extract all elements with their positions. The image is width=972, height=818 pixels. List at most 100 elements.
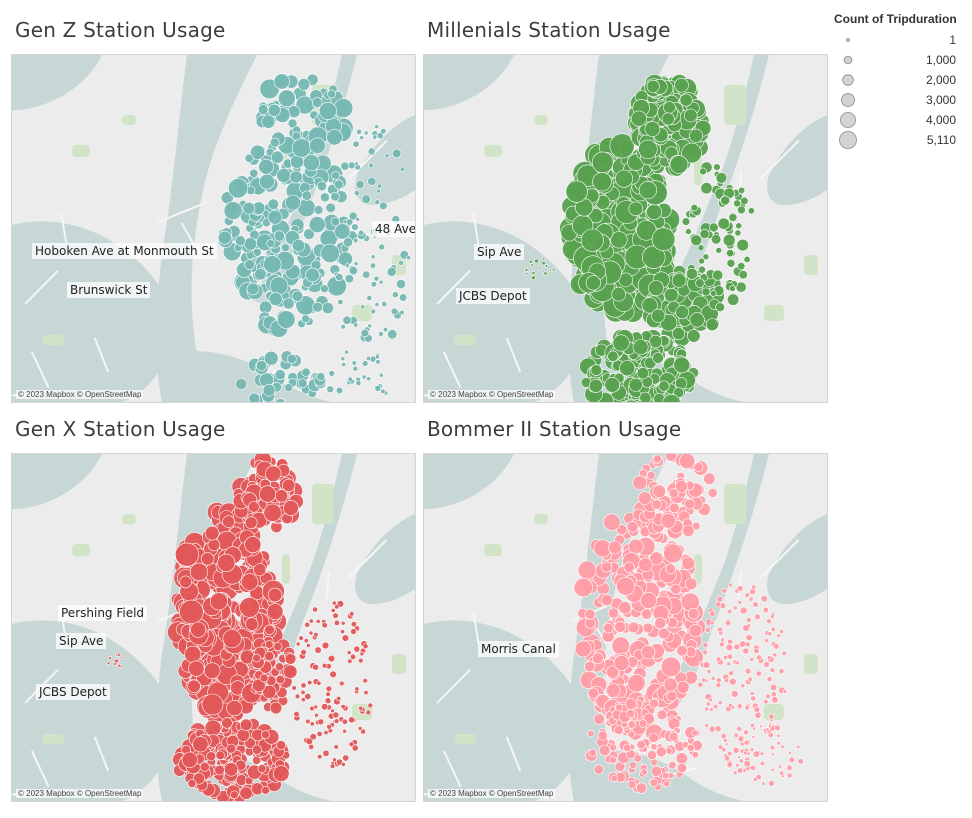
- station-bubble[interactable]: [712, 269, 724, 281]
- station-bubble[interactable]: [355, 180, 365, 190]
- station-bubble[interactable]: [228, 178, 249, 199]
- station-bubble[interactable]: [749, 657, 755, 662]
- station-bubble[interactable]: [628, 377, 643, 392]
- station-bubble[interactable]: [646, 204, 662, 220]
- station-bubble[interactable]: [374, 199, 381, 205]
- station-bubble[interactable]: [203, 662, 221, 679]
- station-bubble[interactable]: [330, 217, 341, 227]
- station-bubble[interactable]: [640, 592, 658, 610]
- station-bubble[interactable]: [321, 641, 330, 650]
- station-bubble[interactable]: [729, 285, 736, 292]
- station-bubble[interactable]: [638, 139, 658, 160]
- station-bubble[interactable]: [616, 524, 628, 536]
- station-bubble[interactable]: [588, 378, 603, 393]
- station-bubbles[interactable]: [424, 55, 827, 402]
- station-bubble[interactable]: [750, 764, 757, 772]
- station-bubble[interactable]: [330, 607, 336, 613]
- station-bubble[interactable]: [313, 632, 319, 638]
- station-bubble[interactable]: [681, 217, 691, 226]
- station-bubble[interactable]: [277, 310, 296, 329]
- station-bubble[interactable]: [768, 724, 772, 729]
- station-bubble[interactable]: [315, 618, 321, 624]
- station-bubble[interactable]: [119, 665, 123, 669]
- station-bubbles[interactable]: [424, 454, 827, 801]
- station-bubble[interactable]: [644, 121, 661, 137]
- station-bubble[interactable]: [366, 355, 372, 361]
- station-bubble[interactable]: [638, 491, 652, 505]
- station-bubble[interactable]: [366, 295, 373, 301]
- station-bubble[interactable]: [744, 704, 750, 711]
- station-bubble[interactable]: [320, 284, 329, 293]
- station-bubble[interactable]: [266, 603, 284, 620]
- station-bubble[interactable]: [379, 201, 388, 211]
- station-bubble[interactable]: [615, 703, 623, 712]
- station-bubble[interactable]: [715, 601, 722, 608]
- station-bubble[interactable]: [324, 697, 332, 704]
- station-bubble[interactable]: [275, 398, 286, 402]
- station-bubble[interactable]: [305, 267, 320, 283]
- station-bubble[interactable]: [640, 768, 648, 776]
- station-bubble[interactable]: [543, 271, 548, 276]
- station-bubble[interactable]: [625, 749, 636, 760]
- station-bubble[interactable]: [723, 654, 728, 660]
- station-bubble[interactable]: [298, 635, 304, 641]
- station-bubble[interactable]: [351, 744, 359, 752]
- station-bubble[interactable]: [209, 592, 228, 611]
- station-bubble[interactable]: [608, 540, 622, 555]
- station-bubble[interactable]: [335, 386, 344, 395]
- station-bubble[interactable]: [308, 618, 314, 624]
- station-bubble[interactable]: [331, 171, 340, 180]
- station-bubble[interactable]: [352, 365, 359, 372]
- station-bubble[interactable]: [651, 499, 662, 510]
- station-bubble[interactable]: [350, 621, 358, 628]
- station-bubble[interactable]: [332, 612, 339, 619]
- station-bubble[interactable]: [226, 743, 237, 754]
- station-bubble[interactable]: [635, 782, 648, 794]
- station-bubble[interactable]: [399, 309, 405, 316]
- station-bubble[interactable]: [601, 561, 613, 573]
- station-bubble[interactable]: [333, 744, 339, 750]
- station-bubble[interactable]: [340, 629, 345, 634]
- station-bubble[interactable]: [264, 624, 275, 636]
- station-bubble[interactable]: [650, 765, 662, 778]
- station-bubble[interactable]: [774, 724, 781, 732]
- station-bubble[interactable]: [374, 354, 380, 360]
- station-bubble[interactable]: [309, 721, 315, 727]
- station-bubble[interactable]: [214, 764, 225, 776]
- station-bubble[interactable]: [726, 653, 733, 660]
- station-bubble[interactable]: [647, 750, 657, 760]
- station-bubble[interactable]: [736, 585, 744, 592]
- station-bubble[interactable]: [244, 737, 256, 749]
- station-bubble[interactable]: [222, 515, 235, 528]
- station-bubble[interactable]: [725, 643, 734, 652]
- station-bubble[interactable]: [267, 587, 283, 603]
- station-bubble[interactable]: [609, 743, 617, 752]
- station-bubble[interactable]: [206, 751, 217, 762]
- station-bubble[interactable]: [307, 680, 313, 686]
- station-bubble[interactable]: [658, 380, 670, 392]
- station-bubble[interactable]: [776, 740, 781, 746]
- station-bubble[interactable]: [734, 229, 742, 237]
- station-bubble[interactable]: [614, 621, 626, 633]
- station-bubble[interactable]: [688, 624, 703, 638]
- station-bubble[interactable]: [396, 279, 406, 289]
- station-bubble[interactable]: [664, 287, 679, 303]
- station-bubble[interactable]: [368, 162, 374, 169]
- station-bubble[interactable]: [737, 262, 746, 271]
- station-bubble[interactable]: [702, 253, 710, 261]
- station-bubble[interactable]: [386, 266, 397, 277]
- station-bubble[interactable]: [369, 262, 377, 269]
- station-bubble[interactable]: [584, 608, 596, 620]
- station-bubble[interactable]: [301, 367, 311, 377]
- station-bubble[interactable]: [311, 97, 323, 108]
- station-bubble[interactable]: [366, 376, 372, 382]
- station-bubble[interactable]: [292, 239, 306, 253]
- station-bubble[interactable]: [350, 628, 357, 635]
- station-bubble[interactable]: [528, 259, 533, 264]
- station-bubble[interactable]: [300, 649, 307, 656]
- station-bubble[interactable]: [241, 573, 259, 591]
- station-bubble[interactable]: [744, 667, 752, 675]
- station-bubble[interactable]: [754, 711, 762, 719]
- station-bubble[interactable]: [565, 180, 588, 203]
- station-bubble[interactable]: [406, 255, 411, 261]
